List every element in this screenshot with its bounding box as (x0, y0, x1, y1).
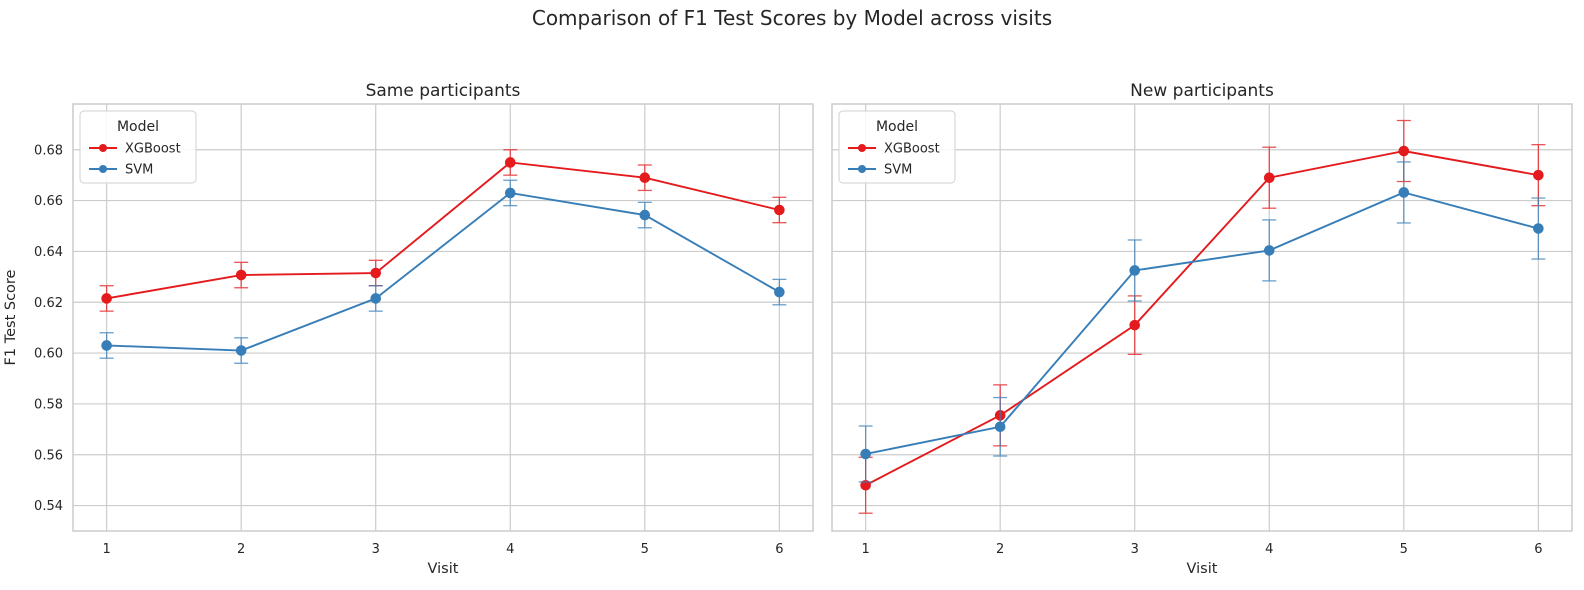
series-line-xgboost (865, 150, 1539, 487)
x-tick-label: 4 (506, 542, 514, 557)
data-point (639, 209, 651, 221)
data-point (370, 293, 382, 304)
y-tick-label: 0.60 (34, 347, 63, 362)
panel-title: Same participants (366, 81, 521, 101)
series-svm (858, 161, 1546, 483)
x-tick-label: 5 (1400, 542, 1408, 557)
data-point (370, 267, 382, 279)
series-svm (99, 179, 787, 364)
chart-panels: Same participants 1 2 3 4 5 6 Visit 0.54 0.56 0.58… (3, 81, 1573, 577)
legend-label: XGBoost (125, 142, 181, 157)
x-tick-label: 2 (996, 542, 1004, 557)
legend-label: XGBoost (884, 142, 940, 157)
x-tick-label: 6 (775, 542, 783, 557)
legend-label: SVM (884, 163, 912, 178)
legend-marker (99, 165, 107, 173)
x-tick-label: 2 (237, 542, 245, 557)
legend-label: SVM (125, 163, 153, 178)
y-tick-label: 0.68 (34, 143, 63, 158)
data-point (774, 204, 785, 216)
plot-frame (831, 103, 1573, 532)
data-point (1533, 223, 1544, 234)
data-point (504, 157, 516, 168)
legend-marker (99, 144, 107, 152)
series-line-svm (106, 191, 780, 352)
y-tick-label: 0.56 (34, 448, 63, 463)
legend-marker (858, 165, 866, 173)
y-tick-label: 0.54 (34, 499, 63, 514)
chart-panel-1: Same participants 1 2 3 4 5 6 Visit 0.54 0.56 0.58… (3, 81, 814, 577)
legend-marker (858, 144, 866, 152)
legend-title: Model (876, 119, 918, 135)
data-point (1398, 145, 1410, 157)
data-point (235, 345, 247, 356)
plot-frame (72, 103, 814, 532)
x-tick-label: 1 (861, 542, 869, 557)
data-point (235, 269, 247, 281)
legend: Model XGBoost SVM (79, 110, 197, 184)
legend-title: Model (117, 119, 159, 135)
series-line-xgboost (106, 161, 780, 300)
legend: Model XGBoost SVM (838, 110, 956, 184)
series-line-svm (865, 191, 1539, 455)
data-point (1129, 265, 1141, 276)
y-axis-label: F1 Test Score (3, 269, 19, 365)
data-point (639, 172, 651, 184)
x-tick-label: 1 (102, 542, 110, 557)
data-point (1263, 172, 1275, 184)
x-tick-label: 3 (372, 542, 380, 557)
data-point (774, 286, 785, 298)
x-tick-label: 3 (1131, 542, 1139, 557)
legend-box (79, 110, 197, 184)
x-tick-label: 5 (641, 542, 649, 557)
y-tick-label: 0.58 (34, 397, 63, 412)
y-tick-label: 0.62 (34, 296, 63, 311)
data-point (994, 421, 1006, 433)
data-point (1398, 187, 1410, 198)
x-tick-label: 6 (1534, 542, 1542, 557)
x-axis-label: Visit (428, 561, 459, 577)
series-xgboost (99, 149, 787, 312)
data-point (1533, 169, 1544, 181)
chart-panel-2: New participants 1 2 3 4 5 6 Visit Model XGBoost S… (831, 81, 1573, 577)
panel-title: New participants (1130, 81, 1274, 101)
data-point (860, 448, 871, 460)
data-point (1263, 245, 1275, 256)
y-tick-label: 0.64 (34, 245, 63, 260)
legend-box (838, 110, 956, 184)
data-point (101, 293, 112, 304)
x-tick-label: 4 (1265, 542, 1273, 557)
y-tick-label: 0.66 (34, 194, 63, 209)
data-point (101, 340, 112, 351)
figure-title: Comparison of F1 Test Scores by Model ac… (532, 6, 1052, 30)
x-axis-label: Visit (1187, 561, 1218, 577)
data-point (1129, 319, 1141, 331)
data-point (504, 187, 516, 199)
